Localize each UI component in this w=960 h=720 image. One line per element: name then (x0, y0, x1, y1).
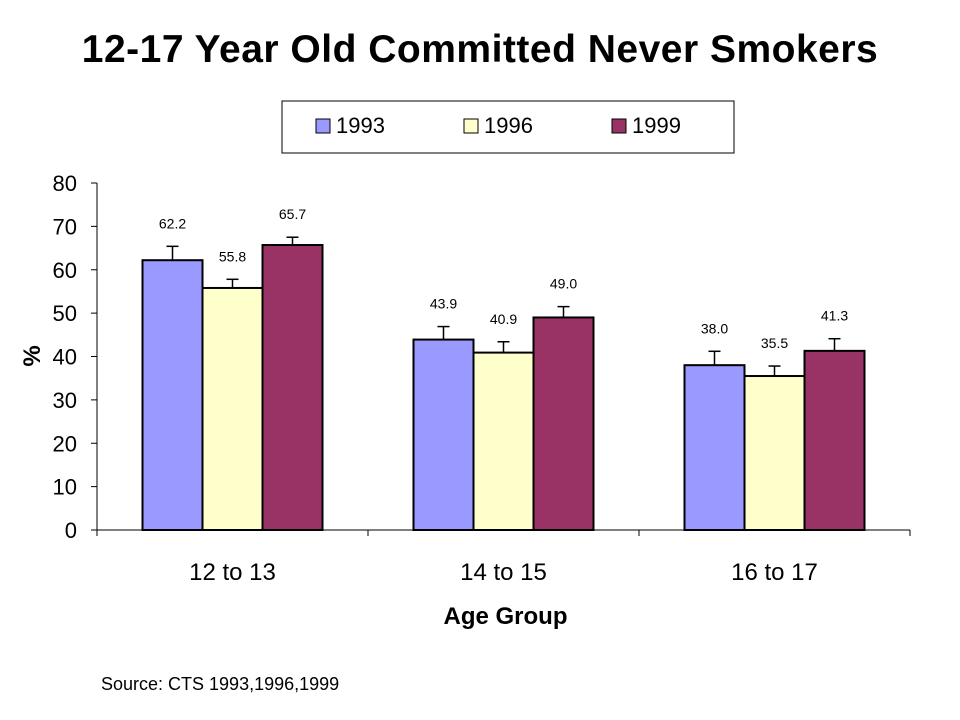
x-axis-title: Age Group (444, 603, 568, 630)
legend-swatch-1996 (463, 118, 479, 134)
bar-1999 (261, 244, 324, 531)
x-category-label: 14 to 15 (460, 559, 547, 586)
data-label: 38.0 (701, 320, 728, 336)
y-tick-label: 30 (53, 388, 77, 413)
y-tick-label: 60 (53, 258, 77, 283)
source-note: Source: CTS 1993,1996,1999 (101, 674, 340, 694)
y-tick-label: 0 (65, 518, 77, 543)
legend-swatch-1999 (611, 118, 627, 134)
legend-swatch-1993 (315, 118, 331, 134)
y-tick-label: 20 (53, 431, 77, 456)
data-label: 55.8 (219, 248, 246, 264)
y-tick-label: 40 (53, 345, 77, 370)
bar-1999 (803, 349, 866, 531)
y-tick-label: 50 (53, 301, 77, 326)
x-category-label: 16 to 17 (731, 559, 818, 586)
y-tick-label: 70 (53, 214, 77, 239)
bar-1996 (743, 375, 806, 531)
bar-1996 (201, 286, 264, 531)
y-axis-title: % (19, 345, 46, 366)
data-label: 43.9 (430, 296, 457, 312)
data-label: 62.2 (159, 215, 186, 231)
y-tick-label: 10 (53, 475, 77, 500)
legend-label-1996: 1996 (484, 113, 533, 138)
chart-title: 12-17 Year Old Committed Never Smokers (81, 28, 879, 71)
legend-box (281, 100, 735, 154)
legend-label-1993: 1993 (336, 113, 385, 138)
legend-label-1999: 1999 (632, 113, 681, 138)
bar-1993 (141, 259, 204, 531)
data-label: 41.3 (821, 308, 848, 324)
bar-1999 (532, 316, 595, 531)
bar-1993 (412, 338, 475, 531)
data-label: 65.7 (279, 206, 306, 222)
data-label: 40.9 (490, 311, 517, 327)
x-category-label: 12 to 13 (189, 559, 276, 586)
data-label: 49.0 (550, 276, 577, 292)
data-label: 35.5 (761, 335, 788, 351)
bar-1996 (472, 351, 535, 531)
y-tick-label: 80 (53, 171, 77, 196)
bar-1993 (683, 364, 746, 531)
